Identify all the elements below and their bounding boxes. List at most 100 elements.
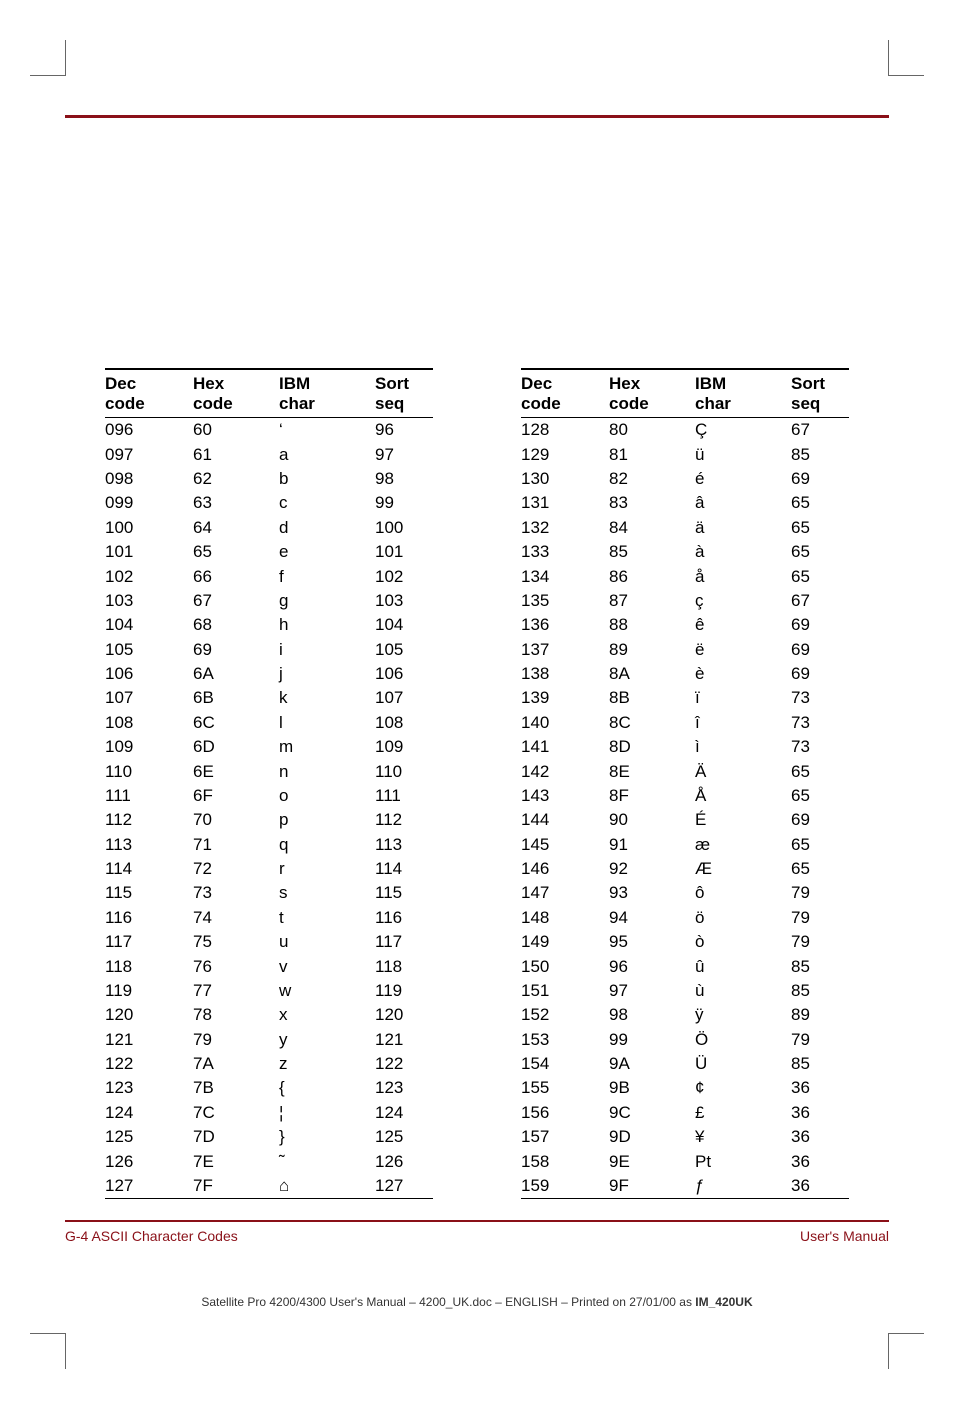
cell-hex: 89 [603,637,689,661]
table-row: 1227Az122 [105,1052,433,1076]
table-row: 1428EÄ65 [521,759,849,783]
cell-char: ç [689,589,785,613]
top-rule [65,115,889,118]
table-row: 1116Fo111 [105,784,433,808]
cell-char: e [273,540,369,564]
cell-hex: 61 [187,442,273,466]
table-row: 15399Ö79 [521,1027,849,1051]
cell-dec: 142 [521,759,603,783]
cell-dec: 129 [521,442,603,466]
cell-dec: 103 [105,589,187,613]
cell-seq: 122 [369,1052,433,1076]
cell-seq: 104 [369,613,433,637]
table-row: 1569C£36 [521,1101,849,1125]
cell-hex: 90 [603,808,689,832]
cell-char: ˜ [273,1149,369,1173]
cell-char: s [273,881,369,905]
cell-hex: 9F [603,1174,689,1199]
table-row: 1257D}125 [105,1125,433,1149]
cell-dec: 110 [105,759,187,783]
cell-hex: 83 [603,491,689,515]
crop-mark-bottom-left [30,1333,66,1369]
cell-seq: 121 [369,1027,433,1051]
cell-seq: 99 [369,491,433,515]
cell-seq: 106 [369,662,433,686]
cell-seq: 125 [369,1125,433,1149]
cell-dec: 137 [521,637,603,661]
cell-hex: 64 [187,516,273,540]
table-row: 1106En110 [105,759,433,783]
cell-seq: 65 [785,832,849,856]
cell-hex: 71 [187,832,273,856]
table-row: 09761a97 [105,442,433,466]
cell-hex: 8D [603,735,689,759]
table-row: 11977w119 [105,979,433,1003]
cell-dec: 123 [105,1076,187,1100]
cell-dec: 114 [105,857,187,881]
cell-seq: 85 [785,442,849,466]
cell-char: Ö [689,1027,785,1051]
cell-hex: 7B [187,1076,273,1100]
cell-dec: 146 [521,857,603,881]
table-row: 13183â65 [521,491,849,515]
table-row: 13789ë69 [521,637,849,661]
cell-char: x [273,1003,369,1027]
cell-seq: 123 [369,1076,433,1100]
cell-seq: 103 [369,589,433,613]
cell-dec: 144 [521,808,603,832]
crop-mark-top-left [30,40,66,76]
cell-char: j [273,662,369,686]
cell-seq: 98 [369,467,433,491]
cell-seq: 126 [369,1149,433,1173]
cell-seq: 65 [785,540,849,564]
cell-hex: 99 [603,1027,689,1051]
crop-mark-top-right [888,40,924,76]
cell-hex: 88 [603,613,689,637]
cell-hex: 92 [603,857,689,881]
cell-seq: 120 [369,1003,433,1027]
cell-seq: 109 [369,735,433,759]
cell-char: o [273,784,369,808]
cell-char: u [273,930,369,954]
cell-seq: 69 [785,613,849,637]
cell-dec: 130 [521,467,603,491]
table-row: 13284ä65 [521,516,849,540]
cell-hex: 9A [603,1052,689,1076]
cell-dec: 147 [521,881,603,905]
cell-hex: 7C [187,1101,273,1125]
table-row: 14995ò79 [521,930,849,954]
cell-hex: 65 [187,540,273,564]
cell-char: é [689,467,785,491]
th-char-right: IBMchar [689,369,785,418]
table-row: 1398Bï73 [521,686,849,710]
cell-char: i [273,637,369,661]
cell-dec: 153 [521,1027,603,1051]
cell-char: î [689,711,785,735]
cell-hex: 60 [187,418,273,443]
cell-seq: 69 [785,637,849,661]
cell-hex: 72 [187,857,273,881]
table-row: 09660‘96 [105,418,433,443]
table-row: 10468h104 [105,613,433,637]
table-row: 1549AÜ85 [521,1052,849,1076]
cell-char: g [273,589,369,613]
cell-char: } [273,1125,369,1149]
cell-hex: 93 [603,881,689,905]
th-dec-right: Deccode [521,369,603,418]
tables-container: Deccode Hexcode IBMchar Sortseq 09660‘96… [65,368,889,1199]
cell-dec: 132 [521,516,603,540]
cell-seq: 65 [785,759,849,783]
cell-dec: 124 [105,1101,187,1125]
cell-hex: 9E [603,1149,689,1173]
cell-char: Ç [689,418,785,443]
table-row: 12880Ç67 [521,418,849,443]
table-row: 13385à65 [521,540,849,564]
cell-char: ä [689,516,785,540]
cell-dec: 131 [521,491,603,515]
cell-hex: 69 [187,637,273,661]
cell-seq: 97 [369,442,433,466]
cell-dec: 105 [105,637,187,661]
table-row: 11371q113 [105,832,433,856]
cell-char: q [273,832,369,856]
table-row: 1066Aj106 [105,662,433,686]
